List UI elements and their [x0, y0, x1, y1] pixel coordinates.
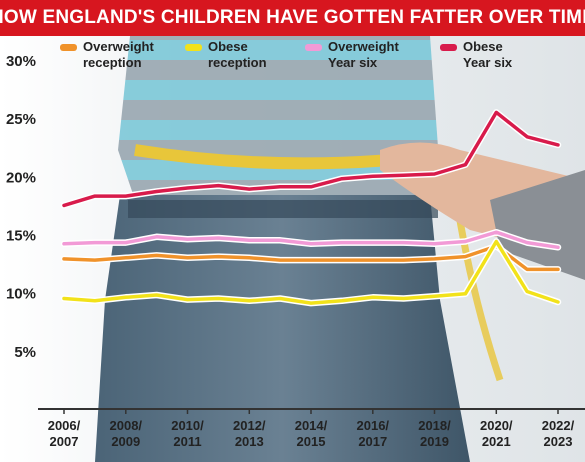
- x-tick-label: 2022/2023: [542, 418, 575, 449]
- x-tick-label: 2014/2015: [295, 418, 328, 449]
- series-line-obese-reception: [62, 239, 560, 305]
- legend-swatch: [440, 44, 457, 51]
- x-tick-label: 2016/2017: [357, 418, 390, 449]
- x-tick-label: 2010/2011: [171, 418, 204, 449]
- series-outline-obese-year-six: [60, 109, 562, 209]
- series-line-obese-year-six: [62, 110, 560, 208]
- series-line-overweight-reception: [62, 244, 560, 272]
- x-tick-label: 2008/2009: [110, 418, 143, 449]
- legend-item-overweight-reception: Overweight reception: [60, 39, 154, 71]
- legend-swatch: [305, 44, 322, 51]
- y-tick-label: 5%: [14, 344, 36, 361]
- legend-swatch: [185, 44, 202, 51]
- axis-layer: 5% 10% 15% 20% 25% 30% 2006/2007 2008/2009 2010/…: [6, 53, 585, 449]
- y-tick-label: 25%: [6, 111, 36, 128]
- legend-item-overweight-year-six: Overweight Year six: [305, 39, 399, 71]
- series-layer: [60, 109, 562, 307]
- y-tick-label: 15%: [6, 228, 36, 245]
- chart-title: HOW ENGLAND'S CHILDREN HAVE GOTTEN FATTE…: [0, 0, 585, 36]
- legend-label: Obese reception: [208, 39, 267, 70]
- legend-item-obese-year-six: Obese Year six: [440, 39, 512, 71]
- y-tick-label: 10%: [6, 286, 36, 303]
- series-line-overweight-year-six: [62, 230, 560, 250]
- legend-label: Obese Year six: [463, 39, 513, 70]
- y-tick-label: 30%: [6, 53, 36, 70]
- legend-swatch: [60, 44, 77, 51]
- x-tick-label: 2006/2007: [48, 418, 81, 449]
- legend-label: Overweight Year six: [328, 39, 399, 70]
- x-tick-label: 2020/2021: [480, 418, 513, 449]
- legend-label: Overweight reception: [83, 39, 154, 70]
- x-tick-label: 2018/2019: [418, 418, 451, 449]
- y-tick-label: 20%: [6, 169, 36, 186]
- x-tick-label: 2012/2013: [233, 418, 266, 449]
- chart-title-text: HOW ENGLAND'S CHILDREN HAVE GOTTEN FATTE…: [0, 7, 585, 28]
- legend-item-obese-reception: Obese reception: [185, 39, 267, 71]
- legend: Overweight reception Obese reception Overw…: [60, 39, 580, 73]
